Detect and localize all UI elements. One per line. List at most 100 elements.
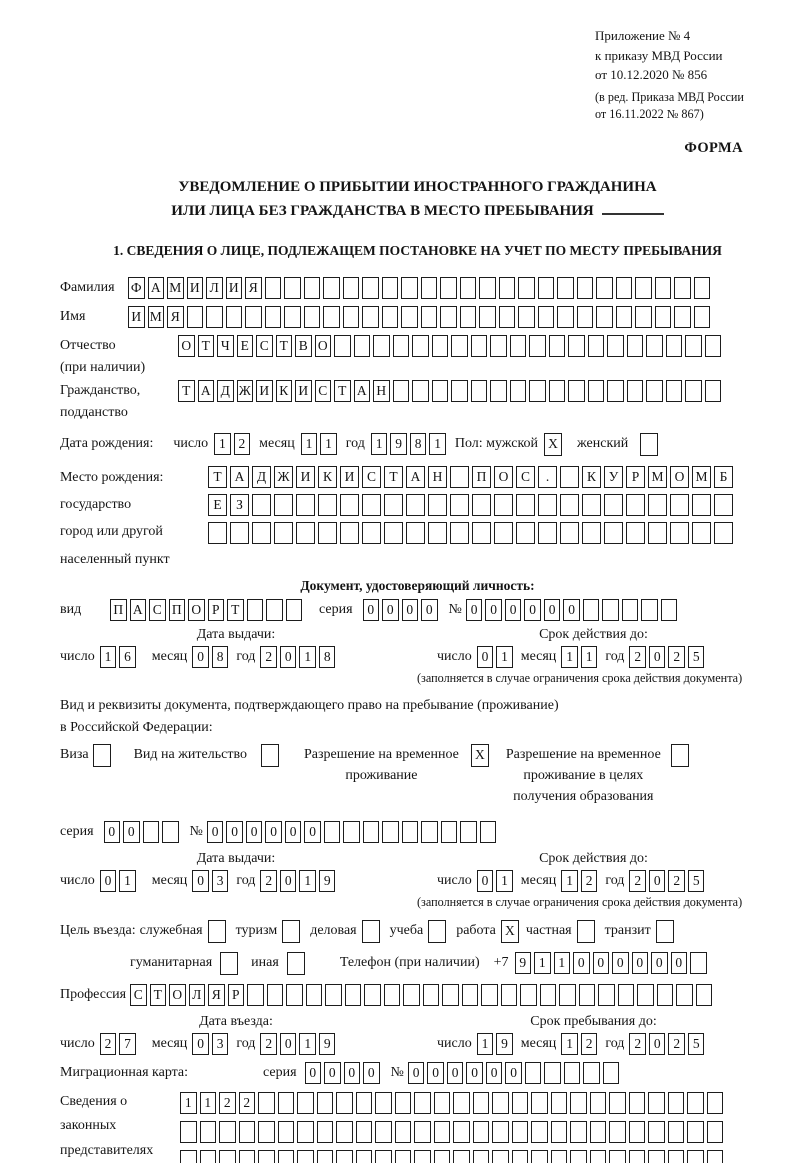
char-box[interactable]: 1 <box>214 433 231 456</box>
char-box[interactable] <box>587 380 604 403</box>
char-box[interactable]: 0 <box>631 952 649 975</box>
char-box[interactable]: В <box>295 334 312 357</box>
purpose-work-checkbox[interactable]: X <box>500 919 522 943</box>
char-box[interactable] <box>537 305 554 328</box>
char-box[interactable] <box>621 598 639 621</box>
female-checkbox[interactable] <box>640 432 659 456</box>
char-box[interactable] <box>548 380 565 403</box>
char-box[interactable] <box>297 1149 314 1163</box>
char-box[interactable]: 1 <box>299 645 316 668</box>
char-box[interactable] <box>323 820 341 843</box>
char-box[interactable] <box>570 1091 587 1114</box>
char-box[interactable]: Т <box>197 334 214 357</box>
char-box[interactable] <box>142 820 160 843</box>
char-box[interactable]: 0 <box>279 869 297 892</box>
temp-residence-education-checkbox[interactable] <box>670 743 692 767</box>
char-box[interactable]: 1 <box>180 1091 197 1114</box>
char-box[interactable]: Н <box>428 465 447 488</box>
char-box[interactable] <box>472 521 491 544</box>
purpose-other-checkbox[interactable] <box>286 951 308 975</box>
char-box[interactable] <box>714 521 733 544</box>
char-box[interactable] <box>568 334 585 357</box>
char-box[interactable]: 2 <box>260 645 277 668</box>
char-box[interactable]: 0 <box>573 952 590 975</box>
visa-checkbox[interactable] <box>92 743 111 767</box>
char-box[interactable]: 0 <box>226 820 243 843</box>
purpose-study-checkbox[interactable] <box>428 919 449 943</box>
char-box[interactable] <box>479 276 496 299</box>
char-box[interactable]: 0 <box>279 645 297 668</box>
char-box[interactable] <box>667 1149 684 1163</box>
char-box[interactable] <box>431 380 448 403</box>
char-box[interactable] <box>538 493 557 516</box>
char-box[interactable] <box>490 380 507 403</box>
purpose-work-checkbox[interactable]: X <box>500 919 519 943</box>
char-box[interactable]: 0 <box>382 598 399 621</box>
char-box[interactable] <box>285 598 302 621</box>
char-box[interactable] <box>186 305 203 328</box>
char-box[interactable]: А <box>353 380 370 403</box>
char-box[interactable]: 1 <box>561 645 578 668</box>
char-box[interactable] <box>433 1091 450 1114</box>
char-box[interactable] <box>568 380 585 403</box>
char-box[interactable]: 1 <box>476 1032 494 1055</box>
char-box[interactable] <box>706 1149 723 1163</box>
char-box[interactable]: 2 <box>233 433 251 456</box>
char-box[interactable] <box>274 521 293 544</box>
char-box[interactable] <box>355 1120 372 1143</box>
char-box[interactable]: О <box>169 983 186 1006</box>
char-box[interactable]: А <box>230 465 249 488</box>
char-box[interactable] <box>336 1120 353 1143</box>
char-box[interactable] <box>628 1091 645 1114</box>
purpose-transit-checkbox[interactable] <box>655 919 677 943</box>
char-box[interactable]: 1 <box>300 433 318 456</box>
char-box[interactable]: 2 <box>260 1032 277 1055</box>
char-box[interactable] <box>550 1149 567 1163</box>
char-box[interactable]: 0 <box>648 869 666 892</box>
char-box[interactable]: 1 <box>561 1032 578 1055</box>
char-box[interactable] <box>316 1120 333 1143</box>
char-box[interactable] <box>559 983 576 1006</box>
char-box[interactable] <box>277 1149 294 1163</box>
char-box[interactable] <box>381 305 398 328</box>
char-box[interactable] <box>609 1091 626 1114</box>
char-box[interactable]: 0 <box>123 820 140 843</box>
char-box[interactable]: 6 <box>119 645 136 668</box>
char-box[interactable]: 2 <box>629 869 646 892</box>
char-box[interactable] <box>492 1120 509 1143</box>
char-box[interactable]: 1 <box>99 645 117 668</box>
char-box[interactable]: И <box>340 465 359 488</box>
char-box[interactable]: 0 <box>279 1032 297 1055</box>
char-box[interactable] <box>660 598 678 621</box>
char-box[interactable] <box>325 983 342 1006</box>
char-box[interactable] <box>296 521 315 544</box>
char-box[interactable] <box>648 1120 665 1143</box>
char-box[interactable]: Д <box>217 380 234 403</box>
char-box[interactable]: 0 <box>651 952 668 975</box>
char-box[interactable]: Р <box>227 983 244 1006</box>
char-box[interactable] <box>258 1120 275 1143</box>
char-box[interactable] <box>576 276 593 299</box>
char-box[interactable]: 1 <box>320 433 337 456</box>
char-box[interactable] <box>648 521 667 544</box>
char-box[interactable]: 1 <box>429 433 446 456</box>
char-box[interactable] <box>401 820 419 843</box>
char-box[interactable] <box>520 983 537 1006</box>
char-box[interactable]: 1 <box>534 952 551 975</box>
char-box[interactable] <box>362 521 381 544</box>
char-box[interactable] <box>344 983 361 1006</box>
char-box[interactable] <box>460 820 477 843</box>
char-box[interactable] <box>206 305 223 328</box>
char-box[interactable]: 5 <box>687 1032 705 1055</box>
char-box[interactable] <box>498 276 515 299</box>
char-box[interactable] <box>440 305 457 328</box>
char-box[interactable] <box>509 380 526 403</box>
char-box[interactable] <box>685 334 702 357</box>
char-box[interactable] <box>284 305 301 328</box>
char-box[interactable] <box>646 334 663 357</box>
char-box[interactable] <box>582 598 600 621</box>
char-box[interactable] <box>693 276 710 299</box>
char-box[interactable] <box>342 276 359 299</box>
char-box[interactable] <box>392 334 409 357</box>
char-box[interactable] <box>598 983 615 1006</box>
